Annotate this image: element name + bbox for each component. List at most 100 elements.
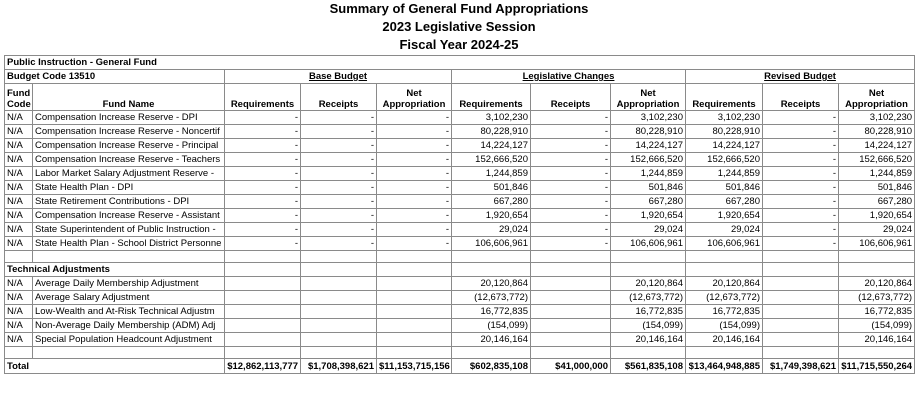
- amount: 14,224,127: [451, 138, 531, 153]
- fund-label: State Superintendent of Public Instructi…: [32, 222, 225, 237]
- empty-cell: [300, 250, 377, 263]
- amount: -: [224, 110, 301, 125]
- empty-cell: [376, 262, 452, 277]
- fund-code: N/A: [4, 304, 33, 319]
- amount: [300, 304, 377, 319]
- empty-cell: [300, 346, 377, 359]
- amount: -: [530, 194, 611, 209]
- column-header-row: Fund Code Fund Name Requirements Receipts Ne…: [4, 83, 916, 111]
- amount: (12,673,772): [685, 290, 763, 305]
- fund-code: N/A: [4, 152, 33, 167]
- amount: 16,772,835: [610, 304, 686, 319]
- empty-cell: [300, 262, 377, 277]
- appropriations-table: Public Instruction - General Fund Budget…: [3, 55, 916, 374]
- fund-code: N/A: [4, 236, 33, 251]
- amount: -: [530, 180, 611, 195]
- amount: [762, 318, 839, 333]
- amount: [300, 276, 377, 291]
- empty-cell: [530, 250, 611, 263]
- subtitle: 2023 Legislative Session: [382, 19, 536, 34]
- amount: 152,666,520: [685, 152, 763, 167]
- fund-label: Average Daily Membership Adjustment: [32, 276, 225, 291]
- amount: 20,120,864: [837, 276, 916, 291]
- amount: [376, 304, 452, 319]
- amount: 20,146,164: [685, 332, 763, 347]
- amount: -: [300, 222, 377, 237]
- amount: [530, 276, 611, 291]
- empty-cell: [376, 346, 452, 359]
- amount: 3,102,230: [685, 110, 763, 125]
- amount: [762, 290, 839, 305]
- fund-label: Compensation Increase Reserve - Noncerti…: [32, 124, 225, 139]
- amount: 1,244,859: [685, 166, 763, 181]
- amount: 80,228,910: [451, 124, 531, 139]
- amount: -: [762, 194, 839, 209]
- amount: -: [224, 124, 301, 139]
- amount: [300, 332, 377, 347]
- amount: -: [376, 152, 452, 167]
- data-row: N/A Compensation Increase Reserve - Teach…: [4, 152, 916, 167]
- amount: -: [376, 124, 452, 139]
- amount: 1,920,654: [685, 208, 763, 223]
- data-row: N/A State Superintendent of Public Instru…: [4, 222, 916, 237]
- empty-cell: [837, 250, 916, 263]
- amount: -: [300, 138, 377, 153]
- fund-code: N/A: [4, 318, 33, 333]
- empty-cell: [4, 346, 33, 359]
- data-row: N/A Compensation Increase Reserve - Princ…: [4, 138, 916, 153]
- amount: -: [762, 138, 839, 153]
- empty-cell: [224, 262, 301, 277]
- total-amount: $1,708,398,621: [300, 358, 377, 374]
- amount: [376, 318, 452, 333]
- amount: (12,673,772): [451, 290, 531, 305]
- amount: 80,228,910: [685, 124, 763, 139]
- fund-label: Compensation Increase Reserve - Assistan…: [32, 208, 225, 223]
- amount: [300, 318, 377, 333]
- amount: 1,920,654: [451, 208, 531, 223]
- amount: -: [224, 152, 301, 167]
- amount: 80,228,910: [837, 124, 916, 139]
- amount: -: [300, 152, 377, 167]
- fund-label: Non-Average Daily Membership (ADM) Adj: [32, 318, 225, 333]
- amount: -: [530, 124, 611, 139]
- amount: -: [224, 194, 301, 209]
- amount: [762, 276, 839, 291]
- data-row: N/A Compensation Increase Reserve - Nonce…: [4, 124, 916, 139]
- amount: -: [530, 166, 611, 181]
- fund-code: N/A: [4, 166, 33, 181]
- amount: [376, 276, 452, 291]
- data-row: N/A Average Daily Membership Adjustment 20…: [4, 276, 916, 291]
- amount: -: [376, 180, 452, 195]
- data-row: N/A Non-Average Daily Membership (ADM) Ad…: [4, 318, 916, 333]
- data-row: N/A State Health Plan - DPI - - -501,846-501…: [4, 180, 916, 195]
- fund-name: Public Instruction - General Fund: [3, 55, 916, 70]
- empty-cell: [4, 250, 33, 263]
- amount: -: [762, 180, 839, 195]
- fund-label: State Health Plan - DPI: [32, 180, 225, 195]
- amount: -: [224, 180, 301, 195]
- amount: 106,606,961: [610, 236, 686, 251]
- amount: 16,772,835: [837, 304, 916, 319]
- amount: 14,224,127: [685, 138, 763, 153]
- amount: 20,120,864: [451, 276, 531, 291]
- amount: [224, 318, 301, 333]
- amount: -: [300, 208, 377, 223]
- amount: 16,772,835: [451, 304, 531, 319]
- column-header: Receipts: [300, 83, 377, 111]
- empty-cell: [32, 346, 225, 359]
- amount: -: [530, 208, 611, 223]
- amount: [376, 332, 452, 347]
- fund-code: N/A: [4, 124, 33, 139]
- fund-code: N/A: [4, 110, 33, 125]
- data-row: N/A State Health Plan - School District P…: [4, 236, 916, 251]
- amount: 29,024: [451, 222, 531, 237]
- amount: -: [762, 222, 839, 237]
- empty-cell: [610, 346, 686, 359]
- column-header: Requirements: [685, 83, 763, 111]
- amount: 20,120,864: [685, 276, 763, 291]
- amount: 152,666,520: [610, 152, 686, 167]
- amount: -: [376, 208, 452, 223]
- total-row: Total $12,862,113,777 $1,708,398,621 $11,15…: [4, 358, 916, 374]
- empty-cell: [685, 250, 763, 263]
- column-header: Receipts: [762, 83, 839, 111]
